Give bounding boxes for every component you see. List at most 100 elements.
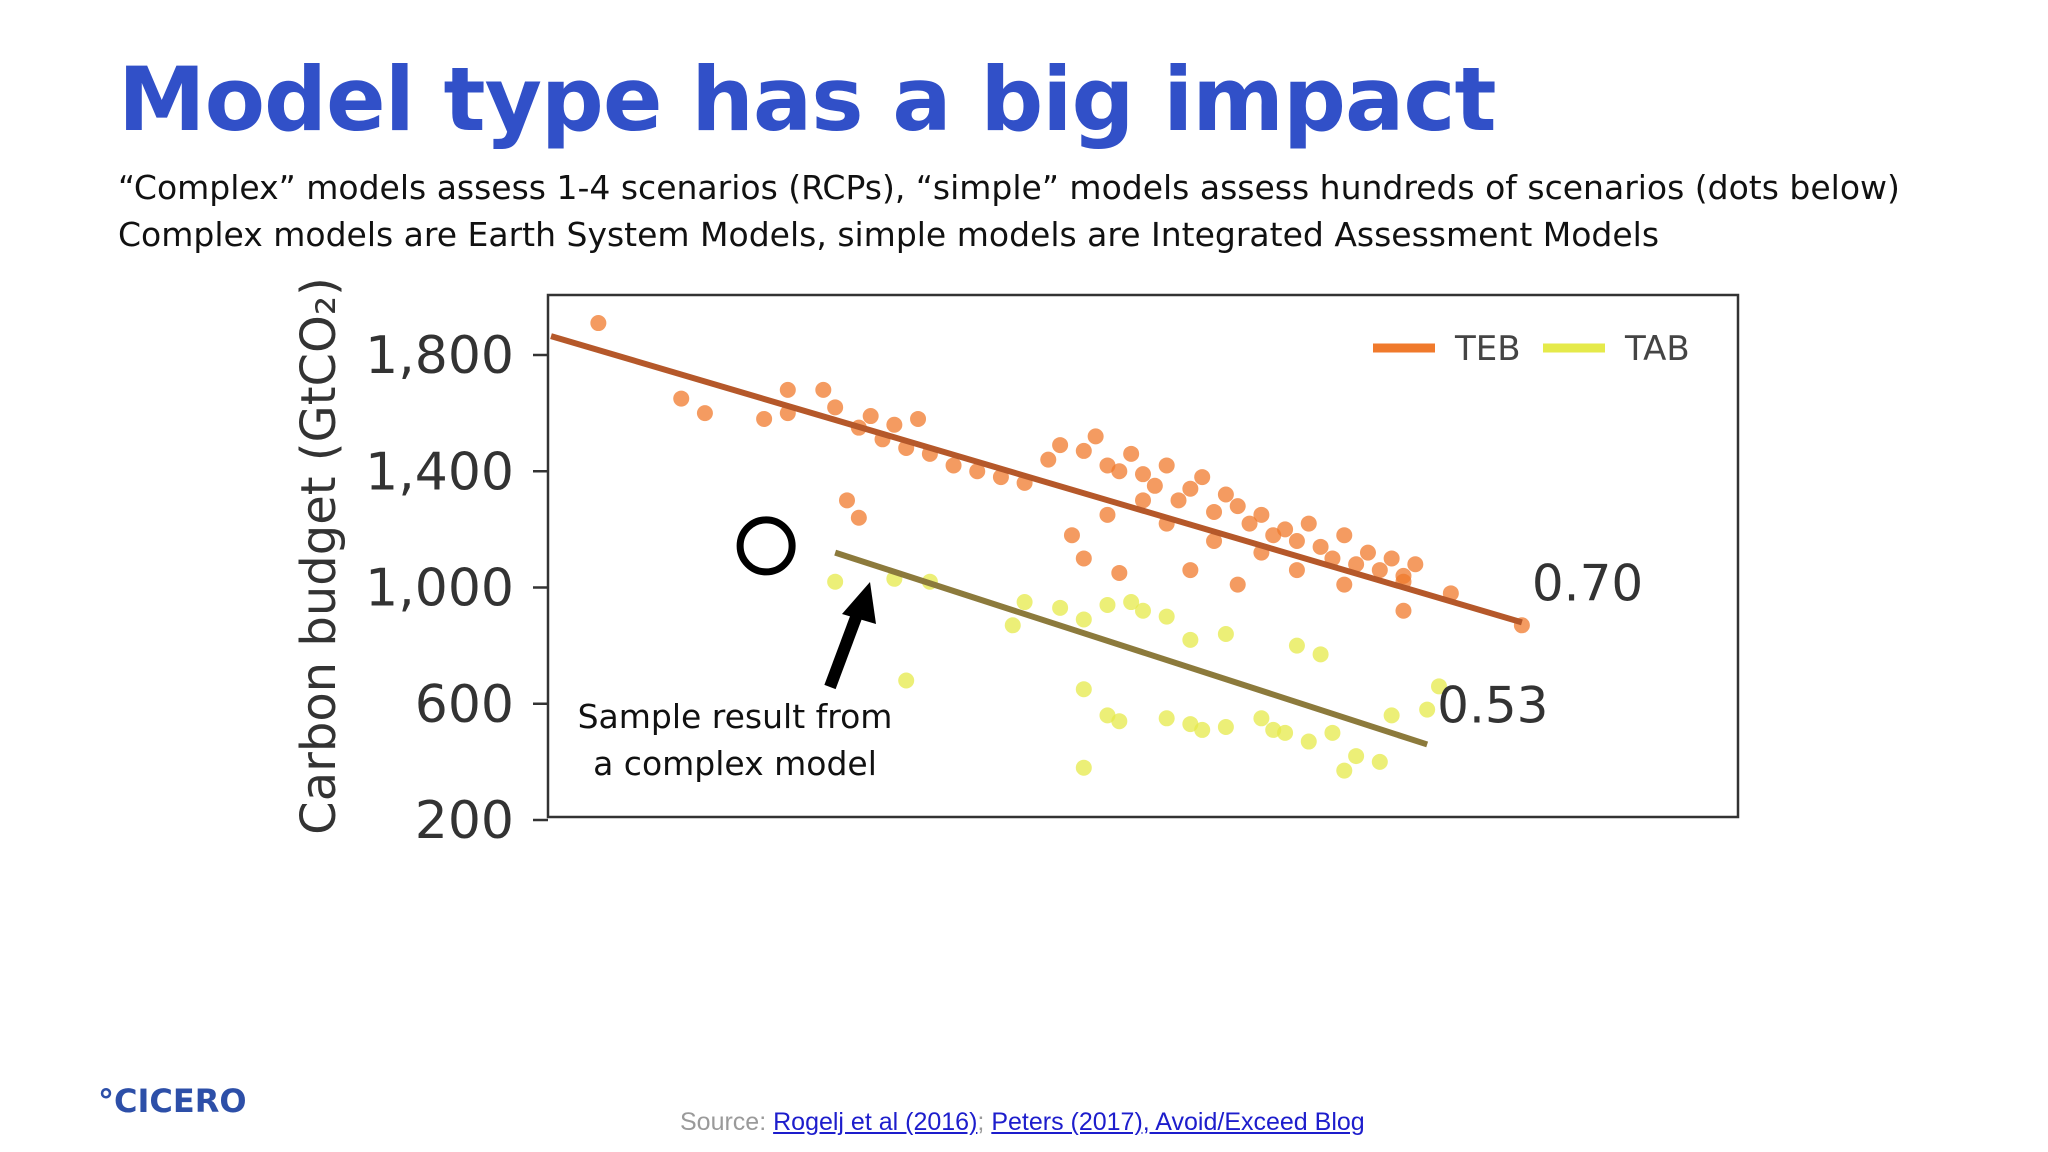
point-tab xyxy=(1324,724,1341,741)
point-teb xyxy=(850,509,867,526)
point-teb xyxy=(1052,437,1069,454)
point-teb xyxy=(1359,544,1376,561)
point-tab xyxy=(1300,733,1317,750)
point-teb xyxy=(1277,521,1294,538)
point-teb xyxy=(1288,533,1305,549)
point-tab xyxy=(1312,646,1329,663)
point-teb xyxy=(1182,562,1199,579)
point-tab xyxy=(898,672,915,689)
cicero-logo: °CICERO xyxy=(98,1082,247,1120)
point-teb xyxy=(1135,492,1151,509)
point-teb xyxy=(1241,515,1258,532)
point-teb xyxy=(1111,564,1128,581)
y-tick-label: 1,000 xyxy=(365,559,514,619)
point-teb xyxy=(1336,576,1353,593)
legend: TEB TAB xyxy=(1373,329,1690,369)
source-label: Source: xyxy=(680,1108,774,1136)
point-tab xyxy=(1075,611,1092,628)
fit-label-teb: 0.70 xyxy=(1532,554,1643,612)
point-teb xyxy=(756,410,773,427)
point-teb xyxy=(1206,533,1223,549)
point-tab xyxy=(1111,713,1128,730)
point-tab xyxy=(1419,701,1436,718)
point-teb xyxy=(673,390,690,407)
point-teb xyxy=(1099,457,1116,474)
point-tab xyxy=(1123,594,1140,611)
annotation-arrow-shaft xyxy=(824,609,864,690)
annotation: Sample result from a complex model xyxy=(578,516,892,783)
fit-lines: 0.70 0.53 xyxy=(550,333,1643,748)
point-tab xyxy=(1158,608,1175,625)
point-teb xyxy=(1229,576,1246,593)
point-tab xyxy=(1336,762,1353,779)
legend-label-tab: TAB xyxy=(1624,329,1690,369)
point-teb xyxy=(1336,527,1353,544)
point-teb xyxy=(1123,445,1140,462)
y-axis: 1,800 1,400 1,000 600 200 xyxy=(365,326,548,851)
point-tab xyxy=(1194,721,1211,738)
point-teb xyxy=(1194,469,1211,486)
point-tab xyxy=(1182,716,1199,733)
point-tab xyxy=(1158,710,1175,727)
slide-title: Model type has a big impact xyxy=(118,48,1497,151)
point-teb xyxy=(839,492,855,509)
point-tab xyxy=(1052,599,1069,616)
point-teb xyxy=(696,405,713,422)
point-tab xyxy=(1217,719,1234,735)
point-teb xyxy=(1288,562,1305,579)
annotation-arrow-head xyxy=(842,582,876,624)
point-tab xyxy=(1348,748,1365,765)
highlight-circle xyxy=(736,516,796,576)
fit-label-tab: 0.53 xyxy=(1437,676,1548,734)
point-teb xyxy=(1217,486,1234,503)
point-teb xyxy=(1206,503,1223,520)
point-teb xyxy=(1087,428,1104,445)
y-tick-label: 200 xyxy=(415,791,514,851)
source-line: Source: Rogelj et al (2016); Peters (201… xyxy=(680,1108,1365,1137)
point-teb xyxy=(590,315,607,332)
scatter-points xyxy=(590,315,1530,779)
point-tab xyxy=(1253,710,1270,727)
point-teb xyxy=(1075,442,1092,459)
source-link-peters[interactable]: Peters (2017), Avoid/Exceed Blog xyxy=(991,1108,1365,1136)
source-link-rogelj[interactable]: Rogelj et al (2016) xyxy=(773,1108,978,1136)
point-tab xyxy=(1016,594,1033,611)
point-teb xyxy=(1135,466,1151,483)
point-tab xyxy=(1288,637,1305,654)
point-teb xyxy=(1158,457,1175,474)
point-tab xyxy=(1075,759,1092,776)
point-tab xyxy=(1431,678,1447,695)
point-teb xyxy=(1253,506,1270,523)
point-teb xyxy=(969,463,986,480)
point-teb xyxy=(886,416,903,433)
point-teb xyxy=(1395,602,1412,619)
point-teb xyxy=(1348,556,1365,573)
fit-line-teb xyxy=(550,333,1523,626)
point-teb xyxy=(1383,550,1400,567)
point-teb xyxy=(1265,527,1282,544)
point-tab xyxy=(1371,753,1388,770)
point-tab xyxy=(1075,681,1092,698)
y-axis-label: Carbon budget (GtCO₂) xyxy=(291,277,347,835)
point-teb xyxy=(1146,477,1163,494)
point-teb xyxy=(1075,550,1092,567)
point-teb xyxy=(1300,515,1317,532)
point-tab xyxy=(1217,626,1234,642)
point-teb xyxy=(1229,498,1246,515)
point-teb xyxy=(1111,463,1128,480)
y-tick-label: 1,400 xyxy=(365,442,514,502)
point-teb xyxy=(1182,480,1199,497)
point-teb xyxy=(1040,451,1057,468)
plot-area xyxy=(546,293,1740,819)
source-separator: ; xyxy=(977,1108,992,1136)
subtitle-line-1: “Complex” models assess 1-4 scenarios (R… xyxy=(118,168,1900,207)
point-teb xyxy=(779,381,796,398)
point-teb xyxy=(815,381,832,398)
point-teb xyxy=(1170,492,1187,509)
point-tab xyxy=(1099,707,1116,724)
point-tab xyxy=(1383,707,1400,724)
point-tab xyxy=(1135,602,1151,619)
point-teb xyxy=(1371,562,1388,579)
point-tab xyxy=(1277,724,1294,741)
